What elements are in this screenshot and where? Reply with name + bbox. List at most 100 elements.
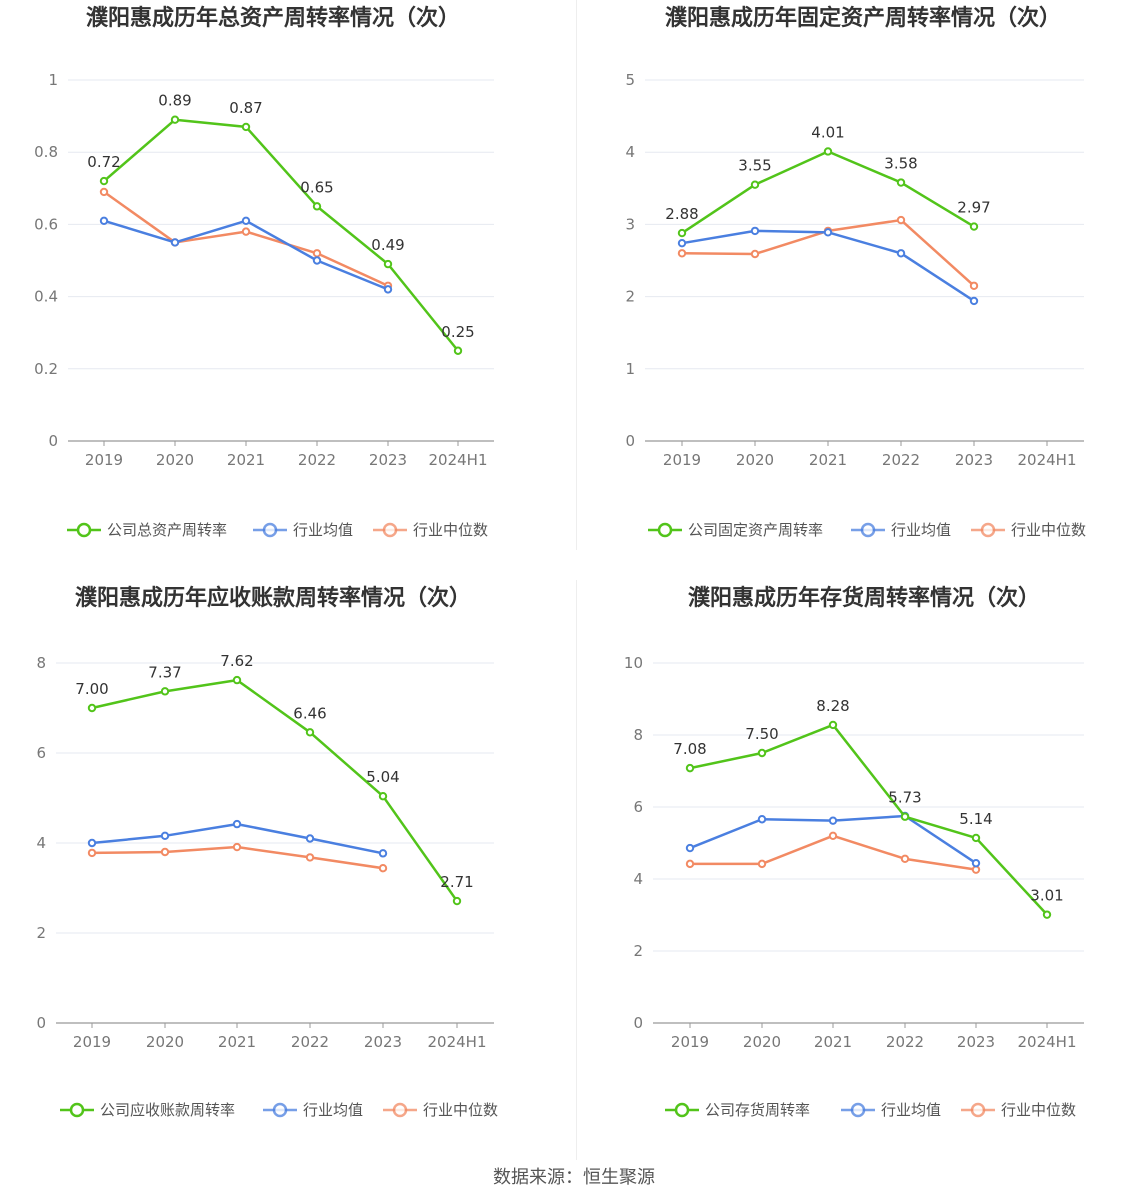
data-point bbox=[87, 838, 97, 848]
data-point bbox=[969, 296, 979, 306]
data-label: 2.97 bbox=[957, 199, 990, 217]
chart-svg: 濮阳惠成历年存货周转率情况（次） 0 2 4 6 8 10 2019 2020 2021 2022 2… bbox=[624, 585, 1084, 1119]
legend-marker bbox=[272, 1102, 288, 1118]
data-point bbox=[305, 728, 315, 737]
data-label: 7.62 bbox=[220, 652, 253, 670]
data-point bbox=[170, 238, 180, 247]
data-point bbox=[900, 812, 910, 821]
data-label: 0.25 bbox=[441, 323, 474, 341]
x-tick-label: 2023 bbox=[369, 451, 407, 469]
x-tick-label: 2022 bbox=[291, 1033, 329, 1051]
legend-label: 行业中位数 bbox=[413, 521, 488, 539]
data-point bbox=[232, 842, 242, 852]
x-tick-label: 2022 bbox=[882, 451, 920, 469]
chart-inventory-turnover: 濮阳惠成历年存货周转率情况（次） 0 2 4 6 8 10 2019 2020 2021 2022 2… bbox=[577, 580, 1148, 1140]
panel-divider-bottom bbox=[576, 580, 577, 1160]
data-point bbox=[677, 249, 687, 258]
x-tick-label: 2019 bbox=[85, 451, 123, 469]
y-tick-label: 0 bbox=[48, 432, 58, 450]
data-point bbox=[750, 226, 760, 236]
y-tick-label: 1 bbox=[48, 71, 58, 89]
data-source-note: 数据来源：恒生聚源 bbox=[493, 1167, 655, 1188]
data-point bbox=[453, 346, 463, 355]
series-line bbox=[91, 678, 459, 902]
series-line bbox=[689, 723, 1048, 916]
data-point bbox=[99, 216, 109, 225]
legend-label: 公司存货周转率 bbox=[705, 1101, 810, 1119]
y-tick-label: 0.2 bbox=[34, 360, 58, 378]
data-label: 2.88 bbox=[665, 205, 698, 223]
x-tick-label: 2020 bbox=[146, 1033, 184, 1051]
legend-marker bbox=[76, 522, 92, 538]
y-tick-label: 2 bbox=[625, 288, 635, 306]
y-tick-label: 6 bbox=[36, 744, 46, 762]
data-point bbox=[900, 854, 910, 864]
y-tick-label: 4 bbox=[36, 834, 46, 852]
legend-marker bbox=[392, 1102, 408, 1118]
x-tick-label: 2024H1 bbox=[428, 1033, 487, 1051]
y-tick-label: 0 bbox=[625, 432, 635, 450]
x-tick-label: 2023 bbox=[955, 451, 993, 469]
data-label: 7.00 bbox=[75, 680, 108, 698]
panel-divider-top bbox=[576, 0, 577, 550]
legend-label: 行业均值 bbox=[303, 1101, 363, 1119]
data-point bbox=[823, 147, 833, 156]
data-label: 0.89 bbox=[158, 92, 191, 110]
y-tick-label: 0 bbox=[633, 1014, 643, 1032]
y-tick-label: 1 bbox=[625, 360, 635, 378]
data-label: 5.73 bbox=[888, 789, 921, 807]
legend-label: 公司固定资产周转率 bbox=[688, 521, 823, 539]
legend-label: 行业中位数 bbox=[1001, 1101, 1076, 1119]
data-point bbox=[896, 215, 906, 225]
data-label: 2.71 bbox=[440, 873, 473, 891]
data-point bbox=[87, 703, 97, 713]
data-point bbox=[828, 831, 838, 841]
series-line bbox=[690, 834, 977, 871]
y-tick-label: 0.4 bbox=[34, 288, 58, 306]
legend-label: 公司应收账款周转率 bbox=[100, 1101, 235, 1119]
data-label: 6.46 bbox=[293, 704, 326, 722]
legend-marker bbox=[970, 1102, 986, 1118]
data-point bbox=[99, 187, 109, 197]
y-tick-label: 2 bbox=[36, 924, 46, 942]
x-tick-label: 2019 bbox=[73, 1033, 111, 1051]
legend-marker bbox=[980, 522, 996, 538]
x-tick-label: 2021 bbox=[809, 451, 847, 469]
x-tick-label: 2022 bbox=[298, 451, 336, 469]
data-label: 8.28 bbox=[816, 697, 849, 715]
data-point bbox=[241, 216, 251, 225]
x-tick-label: 2019 bbox=[671, 1033, 709, 1051]
data-point bbox=[969, 222, 979, 231]
data-label: 5.14 bbox=[959, 810, 992, 828]
chart-total-asset-turnover: 濮阳惠成历年总资产周转率情况（次） 0 0.2 0.4 0.6 0.8 1 2019 2020 2… bbox=[0, 0, 576, 560]
data-point bbox=[971, 865, 981, 874]
chart-title: 濮阳惠成历年存货周转率情况（次） bbox=[688, 585, 1040, 611]
data-point bbox=[828, 720, 838, 730]
legend-label: 行业均值 bbox=[891, 521, 951, 539]
legend-marker bbox=[860, 522, 876, 538]
data-point bbox=[685, 763, 695, 773]
data-label: 7.08 bbox=[673, 740, 706, 758]
y-tick-label: 0.6 bbox=[34, 215, 58, 233]
data-point bbox=[757, 859, 767, 869]
data-point bbox=[232, 819, 242, 829]
data-label: 7.37 bbox=[148, 663, 181, 681]
x-tick-label: 2024H1 bbox=[429, 451, 488, 469]
y-tick-label: 10 bbox=[624, 654, 643, 672]
data-label: 0.65 bbox=[300, 178, 333, 196]
data-label: 7.50 bbox=[745, 725, 778, 743]
data-point bbox=[378, 849, 388, 858]
data-point bbox=[757, 748, 767, 758]
data-point bbox=[378, 792, 388, 801]
data-point bbox=[312, 249, 322, 258]
chart-svg: 濮阳惠成历年总资产周转率情况（次） 0 0.2 0.4 0.6 0.8 1 2019 2020 2… bbox=[34, 5, 494, 539]
data-point bbox=[823, 228, 833, 237]
chart-fixed-asset-turnover: 濮阳惠成历年固定资产周转率情况（次） 0 1 2 3 4 5 2019 2020 2021 2022… bbox=[577, 0, 1148, 560]
x-tick-label: 2020 bbox=[743, 1033, 781, 1051]
data-point bbox=[971, 833, 981, 843]
data-label: 3.01 bbox=[1030, 887, 1063, 905]
data-point bbox=[896, 178, 906, 187]
y-tick-label: 0.8 bbox=[34, 143, 58, 161]
data-point bbox=[677, 228, 687, 238]
x-tick-label: 2021 bbox=[227, 451, 265, 469]
